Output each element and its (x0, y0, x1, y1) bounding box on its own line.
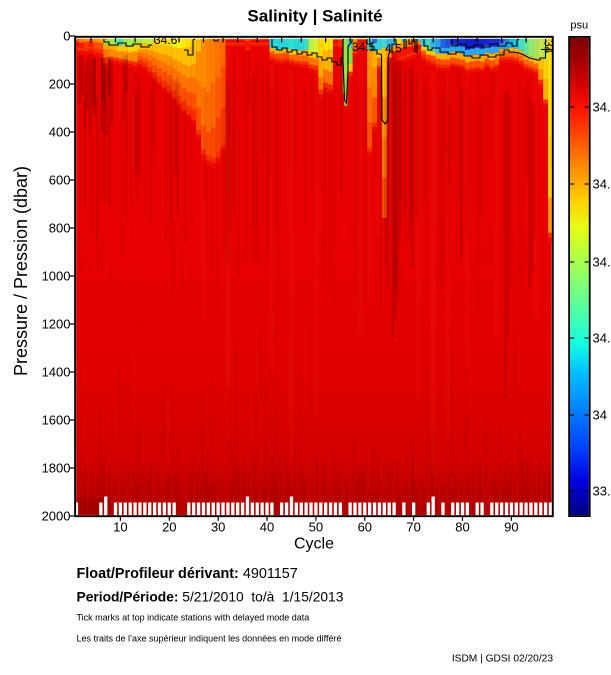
svg-text:psu: psu (570, 20, 588, 32)
svg-text:200: 200 (49, 77, 71, 92)
svg-text:34.5: 34.5 (352, 40, 376, 54)
svg-text:10: 10 (113, 519, 127, 534)
svg-text:1000: 1000 (42, 269, 71, 284)
svg-text:Pressure / Pression (dbar): Pressure / Pression (dbar) (11, 166, 31, 376)
svg-text:1600: 1600 (42, 413, 71, 428)
svg-text:0: 0 (63, 29, 70, 44)
svg-text:34: 34 (593, 408, 607, 423)
svg-text:80: 80 (455, 519, 469, 534)
svg-text:34.4: 34.4 (593, 255, 611, 270)
svg-text:Period/Période: 5/21/2010 to/: Period/Période: 5/21/2010 to/à 1/15/2013 (77, 589, 344, 604)
svg-text:400: 400 (49, 125, 71, 140)
svg-text:50: 50 (309, 519, 323, 534)
svg-text:30: 30 (211, 519, 225, 534)
svg-text:34.2: 34.2 (593, 331, 611, 346)
svg-text:Tick marks at top indicate sta: Tick marks at top indicate stations with… (77, 612, 310, 622)
svg-text:ISDM | GDSI 02/20/23: ISDM | GDSI 02/20/23 (452, 654, 554, 665)
svg-text:20: 20 (162, 519, 176, 534)
svg-text:1800: 1800 (42, 461, 71, 476)
svg-text:34: 34 (542, 40, 556, 54)
svg-text:34.6: 34.6 (593, 177, 611, 192)
svg-text:2000: 2000 (42, 509, 71, 524)
svg-text:Cycle: Cycle (294, 536, 334, 553)
svg-text:Float/Profileur dérivant: 4901: Float/Profileur dérivant: 4901157 (77, 566, 298, 582)
svg-text:4.5: 4.5 (385, 42, 402, 56)
svg-text:34.8: 34.8 (593, 100, 611, 115)
svg-text:34.6: 34.6 (154, 33, 178, 47)
svg-text:1400: 1400 (42, 365, 71, 380)
svg-text:33.8: 33.8 (593, 484, 611, 499)
svg-text:Les traits de l’axe supérieur: Les traits de l’axe supérieur indiquent … (77, 634, 342, 644)
svg-text:60: 60 (358, 519, 372, 534)
svg-text:800: 800 (49, 221, 71, 236)
svg-text:Salinity | Salinité: Salinity | Salinité (247, 7, 382, 26)
svg-text:600: 600 (49, 173, 71, 188)
svg-text:90: 90 (504, 519, 518, 534)
svg-text:40: 40 (260, 519, 274, 534)
svg-text:1200: 1200 (42, 317, 71, 332)
svg-text:70: 70 (406, 519, 420, 534)
